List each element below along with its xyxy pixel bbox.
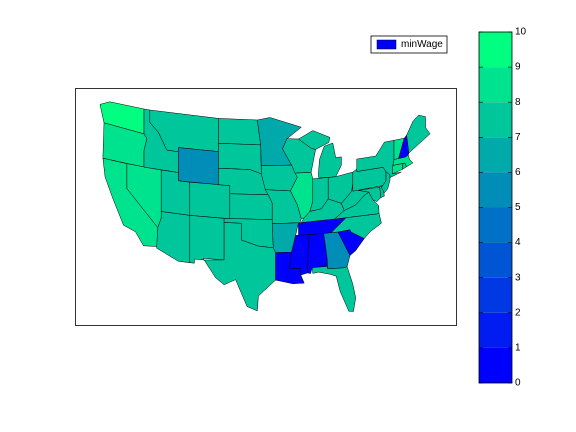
- colorbar-band: [479, 137, 512, 173]
- colorbar-band: [479, 102, 512, 138]
- state: [203, 222, 276, 312]
- legend-label: minWage: [401, 39, 443, 50]
- colorbar-tick-label: 10: [515, 27, 527, 38]
- map: [99, 101, 431, 312]
- colorbar-band: [479, 347, 512, 383]
- colorbar-tick-label: 1: [515, 343, 521, 354]
- colorbar-tick-label: 0: [515, 378, 521, 389]
- state: [261, 164, 298, 192]
- colorbar-band: [479, 67, 512, 103]
- colorbar-tick-label: 7: [515, 132, 521, 143]
- state: [189, 215, 225, 264]
- colorbar-band: [479, 207, 512, 243]
- colorbar-tick-label: 5: [515, 202, 521, 213]
- colorbar-band: [479, 32, 512, 68]
- colorbar-band: [479, 277, 512, 313]
- colorbar-tick-label: 3: [515, 272, 521, 283]
- colorbar: 0 1 2 3 4 5 6 7 8 9 10: [478, 27, 527, 389]
- legend: minWage: [370, 35, 448, 54]
- state: [406, 114, 431, 154]
- colorbar-tick-label: 2: [515, 307, 521, 318]
- colorbar-tick-label: 6: [515, 167, 521, 178]
- colorbar-band: [479, 172, 512, 208]
- state: [289, 234, 310, 276]
- colorbar-tick-label: 9: [515, 62, 521, 73]
- state: [311, 266, 356, 312]
- colorbar-band: [479, 242, 512, 278]
- state: [229, 193, 273, 220]
- state: [178, 147, 219, 186]
- colorbar-band: [479, 312, 512, 348]
- state: [189, 181, 231, 219]
- colorbar-tick-label: 4: [515, 237, 521, 248]
- colorbar-tick-label: 8: [515, 97, 521, 108]
- state: [218, 118, 261, 146]
- legend-swatch: [376, 39, 397, 50]
